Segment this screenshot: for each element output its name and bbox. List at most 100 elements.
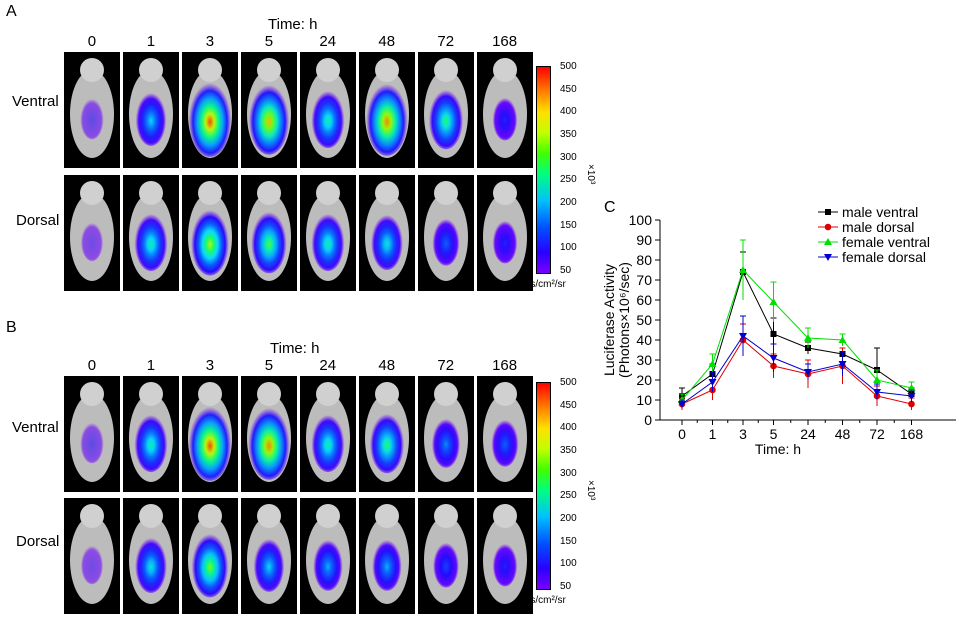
panel-b-mouse-image-dorsal-5h (241, 498, 297, 614)
y-tick-label-60: 60 (636, 292, 652, 308)
panel-b-row-label-dorsal: Dorsal (16, 533, 60, 550)
y-tick-label-80: 80 (636, 252, 652, 268)
panel-b-scale-tick-200: 200 (560, 513, 577, 524)
point-female-ventral-3 (739, 266, 747, 273)
panel-b-timepoint-label-48: 48 (378, 357, 396, 374)
point-female-dorsal-3 (739, 333, 747, 340)
panel-b-mouse-image-ventral-1h (123, 376, 179, 492)
panel-a-scale-tick-150: 150 (560, 219, 577, 231)
x-tick-label-72: 72 (869, 426, 885, 442)
y-tick-label-50: 50 (636, 312, 652, 328)
legend-label-female-dorsal: female dorsal (842, 249, 926, 265)
panel-b-mouse-image-ventral-0h (64, 376, 120, 492)
panel-a-scale-tick-300: 300 (560, 151, 577, 163)
luciferase-line-chart: 0 10 20 30 40 50 60 70 80 90 100 0 1 3 5 24 48 72 168 Time:… (601, 204, 956, 457)
panel-a-mouse-image-dorsal-72h (418, 175, 474, 291)
panel-a-mouse-image-ventral-0h (64, 52, 120, 168)
panel-a-timepoint-label-168: 168 (492, 33, 518, 50)
panel-a-mouse-image-ventral-24h (300, 52, 356, 168)
legend-label-female-ventral: female ventral (842, 234, 930, 250)
panel-a-scale-tick-250: 250 (560, 174, 577, 186)
panel-a-mouse-image-dorsal-3h (182, 175, 238, 291)
panel-a-scale-unit: p/s/cm²/sr (522, 279, 566, 290)
panel-letter-c: C (604, 199, 616, 216)
y-axis-label-line1: Luciferase Activity (601, 264, 617, 376)
point-female-dorsal-24 (804, 369, 812, 376)
panel-a-scale-tick-400: 400 (560, 106, 577, 118)
legend-marker-female-ventral (824, 238, 832, 245)
panel-b-mouse-image-ventral-72h (418, 376, 474, 492)
panel-b-scale-tick-400: 400 (560, 422, 577, 434)
panel-b-mouse-image-ventral-168h (477, 376, 533, 492)
panel-b-scale-tick-300: 300 (560, 467, 577, 479)
x-axis-label: Time: h (755, 441, 801, 457)
panel-a-timepoint-label-0: 0 (87, 33, 97, 50)
panel-a-scale-tick-200: 200 (560, 197, 577, 208)
panel-a-scale-tick-350: 350 (560, 129, 577, 140)
series-line-female-ventral (681, 269, 912, 401)
panel-a-timepoint-label-24: 24 (319, 33, 337, 50)
panel-a-mouse-image-dorsal-168h (477, 175, 533, 291)
x-tick-label-1: 1 (709, 426, 717, 442)
panel-b-mouse-image-ventral-3h (182, 376, 238, 492)
panel-a-mouse-image-dorsal-48h (359, 175, 415, 291)
panel-b-timepoint-label-0: 0 (87, 357, 97, 374)
panel-b-scale-tick-50: 50 (560, 581, 572, 592)
panel-b-mouse-image-ventral-5h (241, 376, 297, 492)
panel-b-scale-tick-250: 250 (560, 490, 577, 502)
x-tick-label-5: 5 (770, 426, 778, 442)
panel-a-timepoint-label-3: 3 (205, 33, 215, 50)
panel-b-mouse-image-ventral-48h (359, 376, 415, 492)
panel-a-mouse-image-ventral-3h (182, 52, 238, 168)
point-female-ventral-24 (804, 334, 812, 341)
point-male-dorsal-168 (908, 400, 915, 408)
panel-letter-a: A (6, 3, 17, 20)
x-tick-label-3: 3 (739, 426, 747, 442)
point-male-ventral-5 (770, 331, 777, 337)
panel-a-mouse-image-dorsal-0h (64, 175, 120, 291)
panel-b-time-title: Time: h (270, 340, 320, 357)
legend-marker-female-dorsal (824, 254, 832, 261)
point-female-dorsal-5 (769, 355, 778, 362)
point-female-dorsal-168 (907, 393, 916, 400)
series-line-female-dorsal (681, 335, 912, 405)
panel-a-mouse-image-ventral-48h (359, 52, 415, 168)
point-female-ventral-1 (708, 360, 717, 367)
panel-b-scale-tick-500: 500 (560, 377, 577, 388)
panel-b-mouse-image-dorsal-72h (418, 498, 474, 614)
point-female-ventral-5 (769, 298, 778, 305)
panel-a-mouse-image-ventral-168h (477, 52, 533, 168)
series-line-male-ventral (681, 270, 912, 397)
panel-b-timepoint-label-5: 5 (264, 357, 274, 374)
series-line-male-dorsal (681, 339, 912, 405)
panel-a-mouse-image-ventral-5h (241, 52, 297, 168)
panel-b-scale-unit: p/s/cm²/sr (522, 595, 566, 606)
y-tick-label-100: 100 (629, 212, 653, 228)
y-tick-label-20: 20 (636, 372, 652, 388)
panel-b-timepoint-label-1: 1 (146, 357, 156, 374)
panel-a-scale-exponent: ×10³ (585, 164, 596, 185)
x-tick-label-168: 168 (900, 426, 924, 442)
y-tick-label-70: 70 (636, 272, 652, 288)
panel-a-color-scale-bar (536, 66, 551, 274)
x-tick-label-48: 48 (835, 426, 851, 442)
legend-marker-male-ventral (825, 209, 831, 215)
panel-a-time-title: Time: h (268, 16, 318, 33)
point-female-ventral-48 (838, 336, 847, 343)
panel-a-mouse-image-ventral-72h (418, 52, 474, 168)
y-axis-label-line2: (Photons×10⁶/sec) (616, 262, 632, 378)
point-female-dorsal-72 (873, 389, 881, 396)
panel-b-scale-exponent: ×10³ (585, 480, 596, 501)
legend-marker-male-dorsal (824, 223, 832, 231)
y-tick-label-10: 10 (636, 392, 652, 408)
legend-label-male-ventral: male ventral (842, 204, 918, 220)
panel-b-mouse-image-dorsal-48h (359, 498, 415, 614)
panel-b-mouse-image-dorsal-168h (477, 498, 533, 614)
panel-a-scale-tick-450: 450 (560, 83, 577, 95)
panel-b-mouse-image-dorsal-24h (300, 498, 356, 614)
panel-a-mouse-image-dorsal-1h (123, 175, 179, 291)
panel-b-mouse-image-ventral-24h (300, 376, 356, 492)
panel-b-mouse-image-dorsal-3h (182, 498, 238, 614)
panel-a-timepoint-label-1: 1 (146, 33, 156, 50)
panel-a-timepoint-label-5: 5 (264, 33, 274, 50)
